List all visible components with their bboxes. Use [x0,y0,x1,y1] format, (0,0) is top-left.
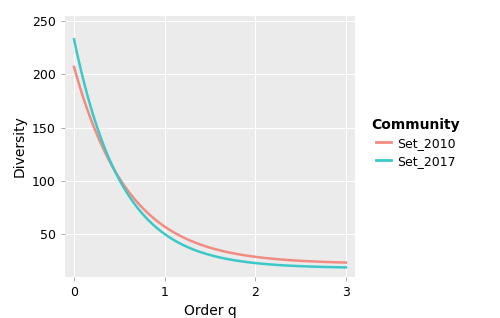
Legend: Set_2010, Set_2017: Set_2010, Set_2017 [371,118,460,168]
Y-axis label: Diversity: Diversity [12,115,26,177]
X-axis label: Order q: Order q [184,304,236,318]
